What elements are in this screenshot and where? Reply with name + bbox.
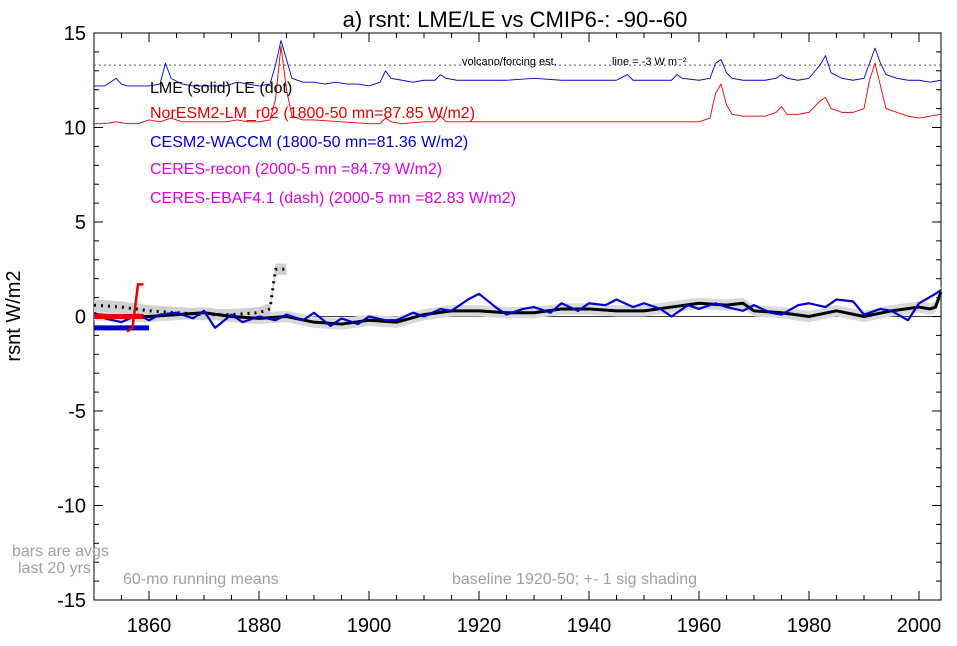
bars-note-line2: last 20 yrs — [18, 560, 91, 577]
le-sigma-shading — [94, 263, 287, 321]
x-tick-label: 1980 — [787, 615, 832, 637]
legend-entry-ceres-recon: CERES-recon (2000-5 mn =84.79 W/m2) — [150, 161, 442, 178]
series-line-lme — [93, 291, 943, 326]
y-tick-label: 10 — [64, 118, 86, 140]
chart-title: a) rsnt: LME/LE vs CMIP6-: -90--60 — [343, 7, 688, 32]
series-line-cesm2-waccm-forcing — [94, 40, 942, 87]
legend-entry-lme: LME (solid) LE (dot) — [150, 80, 292, 97]
x-tick-label: 1960 — [677, 615, 722, 637]
series-line-noresm2-lm-forcing — [94, 45, 942, 125]
y-tick-label: 0 — [75, 307, 86, 329]
x-tick-label: 2000 — [897, 615, 942, 637]
y-tick-label: -10 — [57, 496, 86, 518]
volcano-annotation: volcano/forcing est. — [462, 56, 557, 68]
legend-entry-cesm: CESM2-WACCM (1800-50 mn=81.36 W/m2) — [150, 134, 468, 151]
y-tick-label: 5 — [75, 212, 86, 234]
x-tick-label: 1940 — [567, 615, 612, 637]
y-tick-label: 15 — [64, 23, 86, 45]
noresm-short-trace — [126, 283, 144, 333]
bars-note-line1: bars are avgs — [12, 543, 109, 560]
y-axis-label: rsnt W/m2 — [3, 270, 25, 361]
line-annotation: line = -3 W m⁻² — [612, 56, 687, 68]
x-tick-label: 1860 — [127, 615, 172, 637]
series-line-le — [93, 267, 287, 317]
baseline-note: baseline 1920-50; +- 1 sig shading — [452, 571, 697, 588]
running-means-note: 60-mo running means — [123, 571, 279, 588]
x-tick-label: 1920 — [457, 615, 502, 637]
legend-entry-noresm: NorESM2-LM_r02 (1800-50 mn=87.85 W/m2) — [150, 105, 475, 122]
y-tick-label: -15 — [57, 590, 86, 612]
x-tick-label: 1880 — [237, 615, 282, 637]
x-tick-label: 1900 — [347, 615, 392, 637]
series-line-cesm2-waccm — [93, 289, 942, 329]
legend-entry-ceres-ebaf: CERES-EBAF4.1 (dash) (2000-5 mn =82.83 W… — [150, 190, 516, 207]
y-tick-label: -5 — [68, 401, 86, 423]
